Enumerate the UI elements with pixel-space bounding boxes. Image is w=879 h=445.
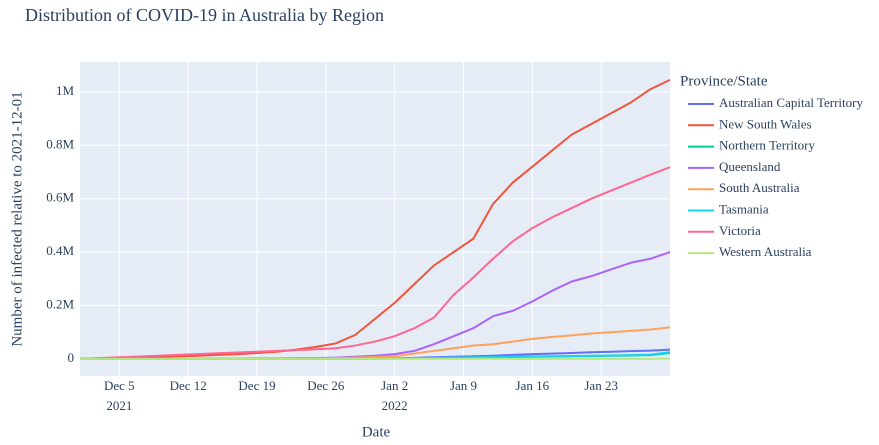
- x-tick-label: Dec 5 2021: [104, 378, 135, 413]
- x-tick-label: Jan 23: [584, 378, 618, 393]
- y-tick-label: 0: [68, 350, 75, 365]
- legend-label: South Australia: [719, 180, 800, 195]
- legend-label: Australian Capital Territory: [719, 95, 863, 110]
- legend-label: Victoria: [719, 223, 761, 238]
- chart-title: Distribution of COVID-19 in Australia by…: [25, 5, 384, 25]
- legend-label: Western Australia: [719, 244, 812, 259]
- y-tick-label: 0.6M: [46, 190, 74, 205]
- legend-title: Province/State: [680, 73, 768, 89]
- y-tick-label: 0.4M: [46, 243, 74, 258]
- plot-area: [80, 62, 670, 376]
- x-axis-title: Date: [362, 424, 391, 440]
- series-line: [79, 166, 671, 360]
- legend-label: Northern Territory: [719, 138, 815, 153]
- legend-label: New South Wales: [719, 116, 812, 131]
- x-tick-label: Jan 16: [516, 378, 550, 393]
- series-line: [79, 78, 671, 360]
- legend-label: Tasmania: [719, 201, 769, 216]
- y-axis-title: Number of infected relative to 2021-12-0…: [9, 91, 25, 346]
- x-tick-label: Jan 9: [450, 378, 477, 393]
- y-tick-label: 0.8M: [46, 136, 74, 151]
- x-tick-label: Dec 19: [238, 378, 275, 393]
- x-tick-label: Jan 2 2022: [381, 378, 408, 413]
- x-tick-label: Dec 12: [170, 378, 207, 393]
- y-tick-label: 0.2M: [46, 296, 74, 311]
- x-tick-label: Dec 26: [307, 378, 345, 393]
- legend-label: Queensland: [719, 159, 781, 174]
- y-tick-label: 1M: [56, 83, 75, 98]
